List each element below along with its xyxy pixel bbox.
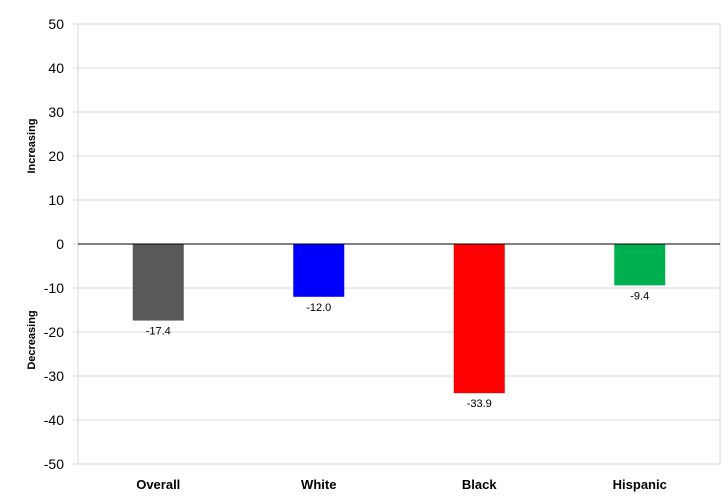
gridlines: [78, 23, 720, 465]
bar-hispanic: [614, 244, 666, 286]
data-label-black: -33.9: [467, 398, 492, 410]
data-label-hispanic: -9.4: [630, 290, 649, 302]
bar-overall: [132, 244, 184, 321]
y-tick-label: -30: [44, 368, 64, 384]
y-tick-label: 10: [48, 192, 64, 208]
y-tick-label: -10: [44, 280, 64, 296]
x-axis-categories: Overall White Black Hispanic: [136, 477, 667, 492]
y-tick-label: -40: [44, 412, 64, 428]
data-label-overall: -17.4: [146, 326, 171, 338]
x-category-label: Overall: [136, 477, 180, 492]
bar-black: [453, 244, 505, 394]
y-tick-label: 30: [48, 104, 64, 120]
bars: [132, 244, 666, 394]
x-category-label: Hispanic: [613, 477, 667, 492]
y-label-increasing: Increasing: [26, 118, 38, 173]
data-labels: -17.4 -12.0 -33.9 -9.4: [146, 290, 650, 410]
y-axis-ticks: 50 40 30 20 10 0 -10 -20 -30 -40 -50: [44, 16, 78, 472]
y-tick-label: 40: [48, 60, 64, 76]
y-label-decreasing: Decreasing: [26, 310, 38, 369]
y-tick-label: -20: [44, 324, 64, 340]
y-tick-label: -50: [44, 456, 64, 472]
x-category-label: Black: [462, 477, 497, 492]
y-tick-label: 50: [48, 16, 64, 32]
bar-white: [293, 244, 345, 297]
y-tick-label: 20: [48, 148, 64, 164]
data-label-white: -12.0: [306, 302, 331, 314]
x-category-label: White: [301, 477, 336, 492]
y-tick-label: 0: [56, 236, 64, 252]
